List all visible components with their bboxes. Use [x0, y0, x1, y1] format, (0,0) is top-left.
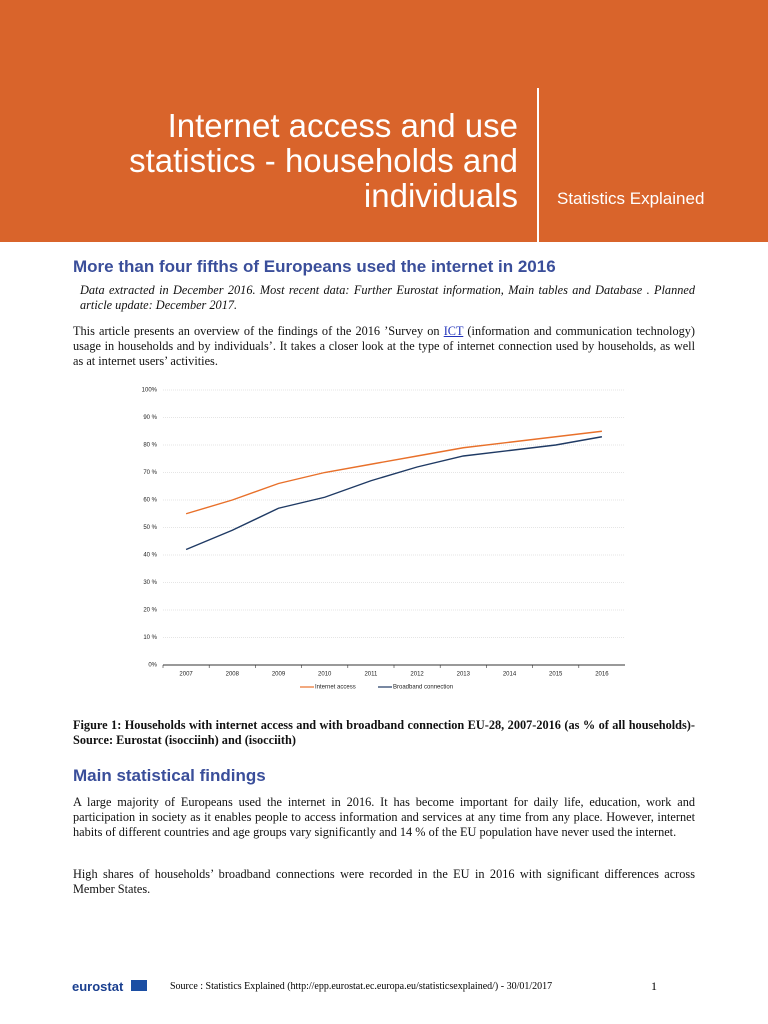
x-tick-label: 2012 — [410, 672, 424, 678]
subtitle: Statistics Explained — [557, 189, 705, 208]
x-tick-label: 2010 — [318, 672, 332, 678]
x-tick-label: 2014 — [503, 672, 517, 678]
x-tick-label: 2008 — [226, 672, 240, 678]
divider — [537, 88, 539, 242]
legend-label: Internet access — [315, 685, 356, 691]
intro-text: (information and communication technolog… — [73, 324, 695, 368]
headline: More than four fifths of Europeans used … — [73, 257, 556, 276]
x-tick-label: 2009 — [272, 672, 286, 678]
legend-label: Broadband connection — [393, 685, 453, 691]
x-tick-label: 2011 — [364, 672, 378, 678]
eu-flag — [131, 980, 147, 991]
y-tick-label: 50 % — [143, 525, 157, 531]
paragraph: High shares of households’ broadband con… — [73, 867, 695, 896]
intro: This article presents an overview of the… — [73, 324, 695, 369]
y-tick-label: 30 % — [143, 580, 157, 586]
y-tick-label: 0% — [148, 663, 157, 669]
x-tick-label: 2013 — [457, 672, 471, 678]
footer-source: Source : Statistics Explained (http://ep… — [170, 981, 553, 992]
series-line — [185, 436, 603, 551]
y-tick-label: 60 % — [143, 498, 157, 504]
y-tick-label: 10 % — [143, 635, 157, 641]
y-tick-label: 40 % — [143, 553, 157, 559]
link[interactable]: ICT — [443, 324, 464, 338]
y-tick-label: 20 % — [143, 608, 157, 614]
title: Internet access and use statistics - hou… — [129, 107, 518, 214]
section-heading: Main statistical findings — [73, 766, 266, 785]
x-tick-label: 2007 — [179, 672, 193, 678]
x-tick-label: 2016 — [595, 672, 609, 678]
x-tick-label: 2015 — [549, 672, 563, 678]
chart: 0% 10 % 20 % 30 % 40 % 50 % 60 % 70 % 80 % 90 % 10… — [142, 388, 625, 691]
series-line — [185, 430, 602, 515]
y-tick-label: 90 % — [143, 415, 157, 421]
paragraph: A large majority of Europeans used the i… — [73, 795, 695, 839]
page-number: 1 — [651, 979, 657, 993]
caption: Figure 1: Households with internet acces… — [73, 718, 695, 747]
y-tick-label: 70 % — [143, 470, 157, 476]
meta: Data extracted in December 2016. Most re… — [80, 283, 695, 312]
header-band — [0, 0, 768, 242]
intro-text: This article presents an overview of the… — [73, 324, 444, 338]
y-tick-label: 80 % — [143, 443, 157, 449]
logo: eurostat — [72, 979, 124, 994]
y-tick-label: 100% — [142, 388, 158, 394]
